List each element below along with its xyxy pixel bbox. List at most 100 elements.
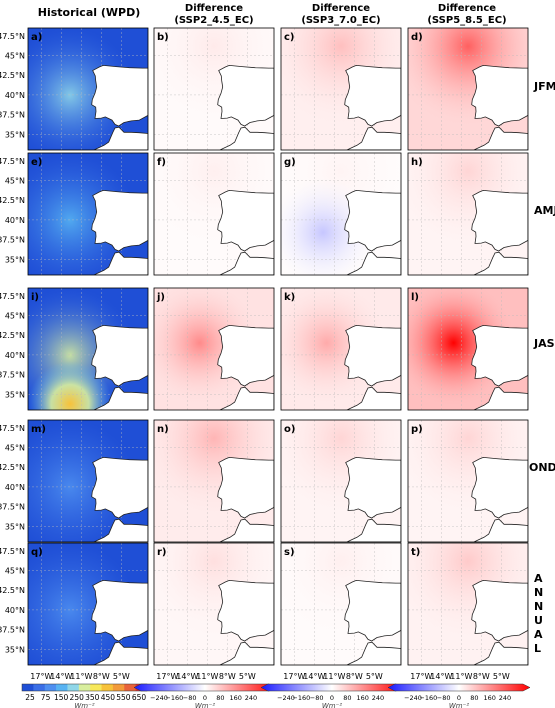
- panel-label: s): [284, 547, 295, 558]
- colorbar-tick-label: 450: [101, 693, 116, 702]
- africa-landmass: [219, 126, 274, 150]
- panel-frame: [153, 152, 275, 276]
- colorbar-tick-label: 160: [483, 694, 495, 702]
- panel-label: r): [157, 547, 167, 558]
- map-panel: f): [153, 152, 275, 276]
- season-label-jfm: JFM: [533, 80, 555, 93]
- lon-tick-label: 11°W: [70, 672, 92, 681]
- map-panel: j): [153, 287, 275, 411]
- lon-tick-label: 14°W: [176, 672, 198, 681]
- africa-landmass: [346, 518, 401, 542]
- colorbar-tick-label: −160: [165, 694, 183, 702]
- colorbar-tick-label: 0: [203, 694, 207, 702]
- lat-tick-label: 35°N: [5, 522, 25, 531]
- map-panel: l): [407, 287, 529, 411]
- colorbar-tick-label: −160: [292, 694, 310, 702]
- colorbar-tick-label: 80: [343, 694, 351, 702]
- col-title-ssp585-l2: (SSP5_8.5_EC): [427, 15, 506, 26]
- annual-letter: N: [534, 586, 543, 599]
- map-panel: s): [280, 542, 402, 666]
- colorbar-tick-label: −240: [150, 694, 168, 702]
- iberia-landmass: [217, 324, 274, 387]
- colorbar-tick-label: −80: [437, 694, 451, 702]
- lat-tick-label: 37.5°N: [0, 503, 25, 512]
- africa-landmass: [473, 126, 528, 150]
- colorbar-tick-label: 150: [54, 693, 69, 702]
- lon-tick-label: 14°W: [430, 672, 452, 681]
- colorbar-tick-label: 240: [245, 694, 257, 702]
- africa-landmass: [219, 518, 274, 542]
- africa-landmass: [93, 518, 148, 542]
- map-panel: i) 47.5°N 45°N 42.5°N 40°N 37.5°N 35°N: [0, 287, 149, 411]
- lat-tick-label: 37.5°N: [0, 236, 25, 245]
- lat-tick-label: 42.5°N: [0, 463, 25, 472]
- africa-landmass: [219, 386, 274, 410]
- col-title-historical: Historical (WPD): [38, 6, 140, 19]
- lat-tick-label: 35°N: [5, 645, 25, 654]
- africa-landmass: [346, 126, 401, 150]
- map-panel: r): [153, 542, 275, 666]
- colorbar-swatch: [112, 684, 125, 691]
- lat-tick-label: 45°N: [5, 567, 25, 576]
- lat-tick-label: 47.5°N: [0, 157, 25, 166]
- lon-tick-label: 5°W: [113, 672, 130, 681]
- map-panel: n): [153, 419, 275, 543]
- season-label-ond: OND: [529, 461, 555, 474]
- lat-tick-label: 37.5°N: [0, 111, 25, 120]
- colorbar-unit: Wm⁻²: [322, 702, 342, 708]
- map-panel: o): [280, 419, 402, 543]
- lon-tick-label: 8°W: [346, 672, 363, 681]
- panel-frame: [280, 542, 402, 666]
- season-label-amj: AMJ: [534, 204, 555, 217]
- colorbar-tick-label: 350: [85, 693, 100, 702]
- panel-label: c): [284, 32, 295, 43]
- map-panel: p): [407, 419, 529, 543]
- annual-letter: U: [534, 614, 543, 627]
- lat-tick-label: 35°N: [5, 130, 25, 139]
- colorbar-swatch: [56, 684, 68, 691]
- lat-tick-label: 35°N: [5, 390, 25, 399]
- iberia-landmass: [217, 456, 274, 519]
- lat-tick-label: 47.5°N: [0, 424, 25, 433]
- iberia-landmass: [344, 456, 401, 519]
- panel-label: i): [31, 292, 39, 303]
- iberia-landmass: [91, 456, 148, 519]
- iberia-landmass: [471, 456, 528, 519]
- africa-landmass: [473, 386, 528, 410]
- lat-tick-label: 42.5°N: [0, 71, 25, 80]
- iberia-landmass: [91, 579, 148, 642]
- panel-label: l): [411, 292, 419, 303]
- colorbar-tick-label: 240: [372, 694, 384, 702]
- col-title-ssp585-l1: Difference: [438, 3, 496, 14]
- colorbar-tick-label: −240: [404, 694, 422, 702]
- iberia-landmass: [217, 189, 274, 252]
- map-panel: g): [280, 152, 402, 276]
- colorbar-tick-label: 25: [25, 693, 35, 702]
- panel-label: f): [157, 157, 166, 168]
- panel-frame: [407, 419, 529, 543]
- lat-tick-label: 40°N: [5, 351, 25, 360]
- annual-letter: A: [534, 628, 543, 641]
- lon-tick-label: 17°W: [30, 672, 52, 681]
- panel-frame: [153, 419, 275, 543]
- colorbar-tick-label: 0: [330, 694, 334, 702]
- africa-landmass: [93, 386, 148, 410]
- lon-tick-label: 17°W: [283, 672, 305, 681]
- annual-letter: N: [534, 600, 543, 613]
- africa-landmass: [473, 641, 528, 665]
- panel-frame: [27, 27, 149, 151]
- panel-frame: [407, 27, 529, 151]
- longitude-tick-labels: 17°W14°W11°W 8°W 5°W 17°W14°W11°W 8°W 5°W 17°W…: [30, 672, 510, 681]
- colorbar-tick-label: 80: [216, 694, 224, 702]
- colorbar-tick-label: 0: [457, 694, 461, 702]
- lon-tick-label: 5°W: [239, 672, 256, 681]
- lon-tick-label: 11°W: [323, 672, 345, 681]
- panel-label: e): [31, 157, 42, 168]
- colorbar-tick-label: 75: [41, 693, 51, 702]
- lat-tick-label: 40°N: [5, 483, 25, 492]
- iberia-landmass: [471, 579, 528, 642]
- lat-tick-label: 42.5°N: [0, 331, 25, 340]
- colorbar-tick-label: −160: [419, 694, 437, 702]
- lat-tick-label: 35°N: [5, 255, 25, 264]
